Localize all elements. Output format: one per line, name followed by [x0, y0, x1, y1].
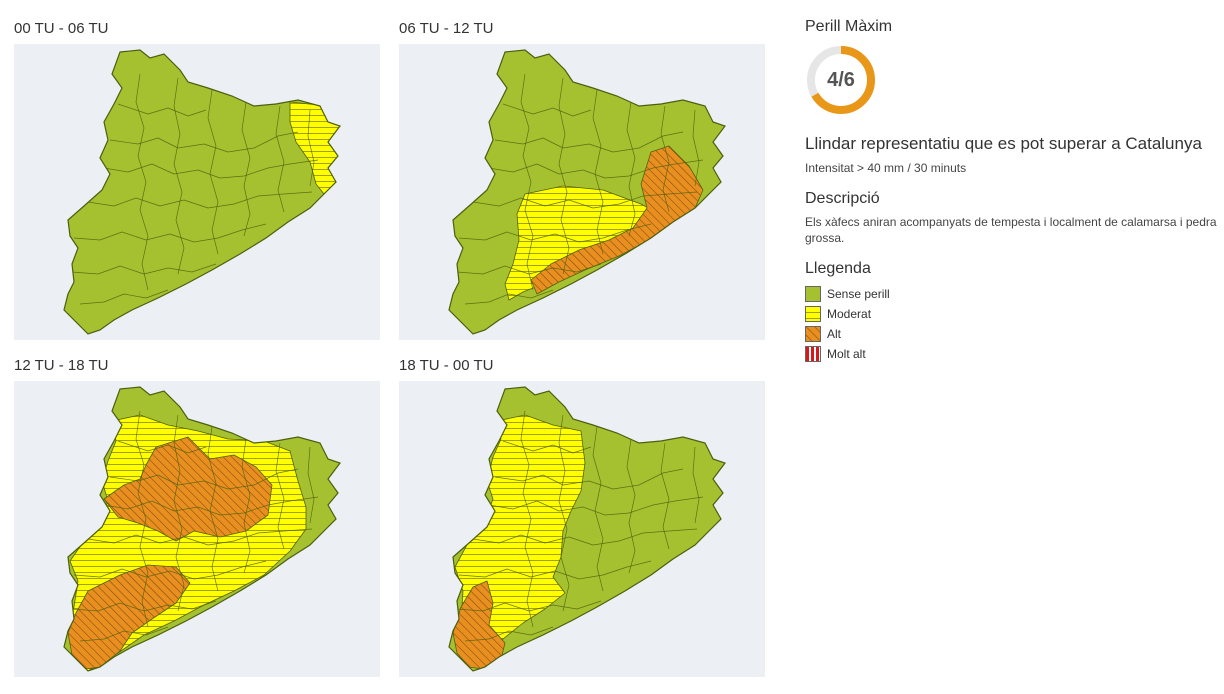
- region-border: [692, 446, 700, 524]
- description-text: Els xàfecs aniran acompanyats de tempest…: [805, 215, 1217, 245]
- catalonia-outline: [63, 386, 341, 672]
- legend-item-sense-perill: Sense perill: [805, 284, 1220, 304]
- region-border: [494, 468, 684, 490]
- region-border: [488, 159, 704, 179]
- map-catalonia[interactable]: [14, 44, 380, 340]
- gauge-ring: [807, 46, 875, 114]
- map-panel-1: 00 TU - 06 TU: [14, 18, 380, 340]
- map-title: 18 TU - 00 TU: [399, 357, 494, 374]
- map-panel-2: 06 TU - 12 TU: [399, 18, 765, 340]
- legend-swatch-red: [805, 346, 821, 362]
- legend-label: Alt: [827, 327, 842, 341]
- region-border: [135, 410, 149, 628]
- legend-label: Molt alt: [827, 347, 866, 361]
- region-border: [494, 131, 684, 153]
- region-border: [592, 426, 604, 592]
- region-border: [79, 626, 169, 642]
- region-border: [626, 438, 636, 574]
- region-border: [502, 103, 592, 117]
- region-border: [241, 101, 251, 237]
- catalonia-outline: [448, 386, 726, 672]
- region-border: [488, 496, 704, 516]
- region-border: [207, 426, 219, 592]
- legend-swatch-green: [805, 286, 821, 302]
- catalonia-outline: [448, 49, 726, 335]
- region-border: [558, 414, 570, 612]
- region-border: [241, 438, 251, 574]
- map-catalonia[interactable]: [399, 44, 765, 340]
- hazard-region-alt: [530, 145, 704, 295]
- threshold-value: Intensitat > 40 mm / 30 minuts: [805, 161, 967, 175]
- max-danger-title: Perill Màxim: [805, 18, 893, 35]
- map-title: 00 TU - 06 TU: [14, 20, 109, 37]
- legend: Sense perill Moderat Alt Molt alt: [805, 284, 1220, 364]
- map-title: 12 TU - 18 TU: [14, 357, 109, 374]
- region-border: [275, 105, 285, 213]
- map-svg: [63, 386, 341, 672]
- map-svg: [448, 386, 726, 672]
- region-border: [79, 289, 169, 305]
- legend-swatch-yellow: [805, 306, 821, 322]
- legend-label: Sense perill: [827, 287, 890, 301]
- region-border: [117, 440, 207, 454]
- legend-label: Moderat: [827, 307, 872, 321]
- region-border: [87, 528, 313, 546]
- region-border: [275, 442, 285, 550]
- region-border: [103, 159, 319, 179]
- region-border: [135, 73, 149, 291]
- map-svg: [63, 49, 341, 335]
- region-border: [592, 89, 604, 255]
- region-border: [117, 103, 207, 117]
- info-sidebar: Perill Màxim 4/6 Llindar representatiu q…: [805, 18, 1220, 364]
- region-border: [502, 440, 592, 454]
- region-border: [660, 105, 670, 213]
- hazard-region-alt: [103, 436, 273, 542]
- hazard-region-alt: [67, 564, 191, 670]
- region-border: [207, 89, 219, 255]
- map-catalonia[interactable]: [14, 381, 380, 677]
- region-border: [109, 131, 299, 153]
- region-border: [307, 109, 315, 187]
- region-border: [87, 191, 313, 209]
- legend-item-molt-alt: Molt alt: [805, 344, 1220, 364]
- region-border: [103, 496, 319, 516]
- map-catalonia[interactable]: [399, 381, 765, 677]
- region-border: [464, 289, 554, 305]
- map-panel-3: 12 TU - 18 TU: [14, 355, 380, 677]
- region-border: [73, 223, 267, 243]
- region-border: [173, 414, 185, 612]
- map-panel-4: 18 TU - 00 TU: [399, 355, 765, 677]
- region-border: [464, 626, 554, 642]
- region-border: [520, 410, 534, 628]
- region-border: [558, 77, 570, 275]
- region-border: [173, 77, 185, 275]
- legend-title: Llegenda: [805, 260, 871, 277]
- gauge-value: 4/6: [827, 69, 855, 91]
- legend-item-moderat: Moderat: [805, 304, 1220, 324]
- region-border: [472, 528, 698, 546]
- danger-gauge: 4/6: [805, 44, 877, 116]
- region-border: [458, 560, 652, 580]
- description-title: Descripció: [805, 190, 880, 207]
- threshold-title: Llindar representatiu que es pot superar…: [805, 134, 1202, 153]
- region-border: [73, 560, 267, 580]
- map-title: 06 TU - 12 TU: [399, 20, 494, 37]
- map-svg: [448, 49, 726, 335]
- region-border: [520, 73, 534, 291]
- region-border: [626, 101, 636, 237]
- region-border: [692, 109, 700, 187]
- land-base-region: [64, 50, 340, 334]
- legend-item-alt: Alt: [805, 324, 1220, 344]
- catalonia-outline: [63, 49, 341, 335]
- region-border: [660, 442, 670, 550]
- region-border: [458, 223, 652, 243]
- legend-swatch-orange: [805, 326, 821, 342]
- region-border: [307, 446, 315, 524]
- region-border: [109, 468, 299, 490]
- region-border: [472, 191, 698, 209]
